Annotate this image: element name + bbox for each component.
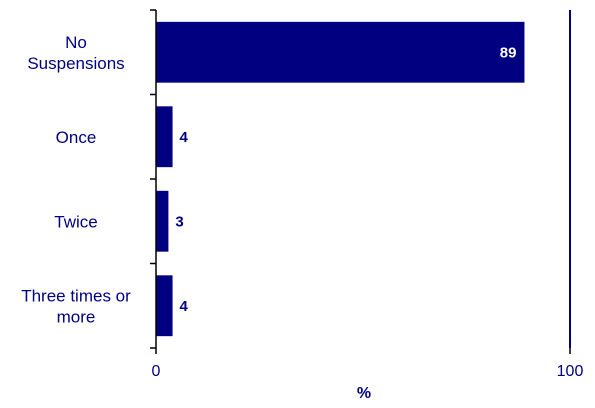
labels-group: 89 No Suspensions 4 Once 3 Twice 4 Three times o… <box>21 33 583 380</box>
bar <box>156 106 173 168</box>
category-label: No Suspensions <box>27 33 124 73</box>
x-tick-label: 0 <box>152 363 161 380</box>
x-tick-label: 100 <box>557 363 584 380</box>
data-label: 4 <box>180 129 189 146</box>
bars-group <box>156 21 525 337</box>
data-label: 3 <box>175 213 183 230</box>
category-label: Once <box>56 128 97 147</box>
bar <box>156 275 173 337</box>
x-axis-title: % <box>357 385 371 402</box>
bar <box>156 190 169 252</box>
bar <box>156 21 525 83</box>
axes-group <box>150 9 571 354</box>
category-label: Twice <box>54 212 97 231</box>
category-label: Three times or more <box>21 286 131 326</box>
data-label: 4 <box>180 298 189 315</box>
data-label: 89 <box>500 44 517 61</box>
